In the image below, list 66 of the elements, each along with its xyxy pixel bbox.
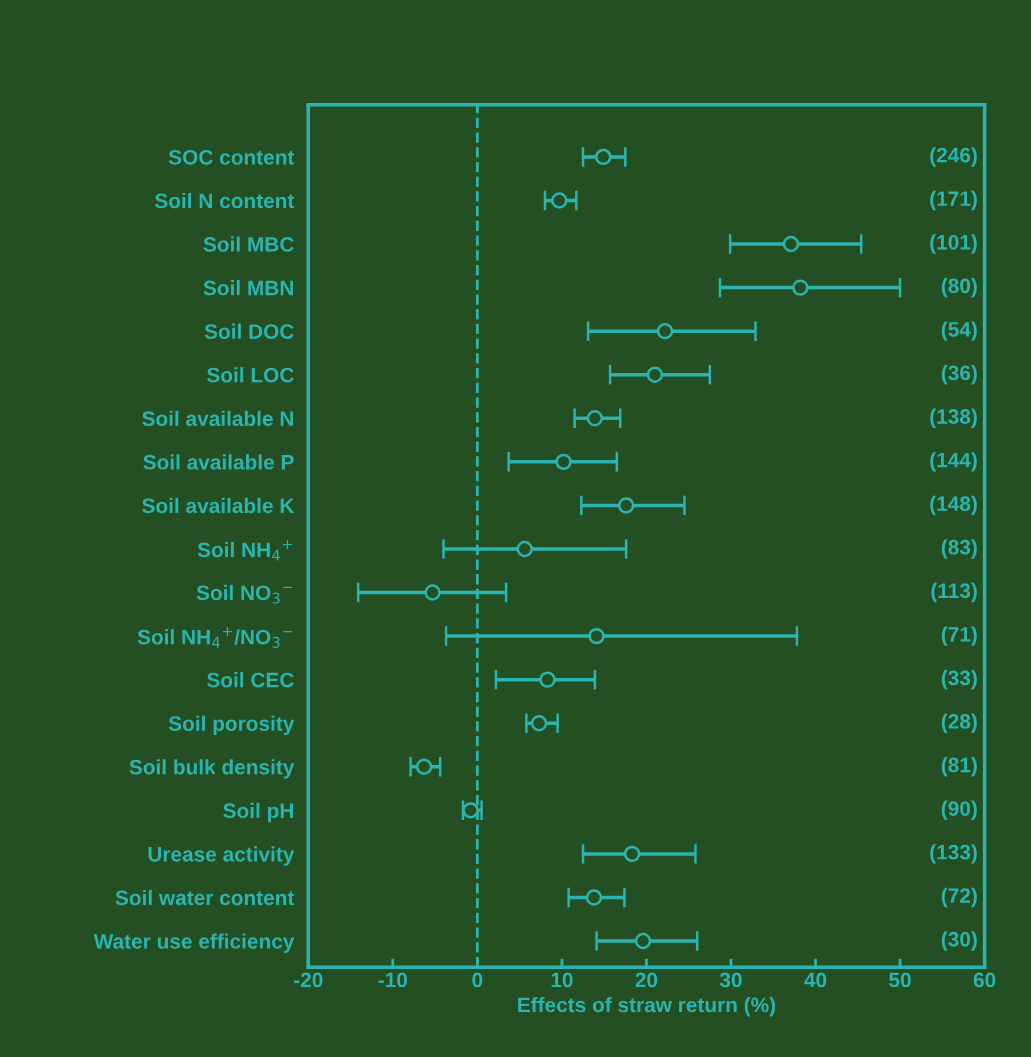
annotation: (33)	[941, 669, 977, 690]
annotation: (72)	[941, 887, 977, 908]
point	[792, 279, 809, 296]
annotation: (81)	[941, 757, 977, 777]
y-tick-label: Soil DOC	[204, 323, 294, 339]
point	[551, 192, 568, 209]
annotation: (138)	[930, 408, 977, 428]
point	[634, 932, 652, 950]
y-tick-label: Soil NH$_{4}$$^{+}$/NO$_{3}$$^{−}$	[137, 627, 293, 648]
annotation: (90)	[941, 800, 977, 821]
point	[617, 497, 635, 514]
annotation: (71)	[941, 626, 977, 646]
point	[585, 889, 603, 906]
annotation: (80)	[941, 277, 977, 298]
x-axis-title: Effects of straw return (%)	[518, 996, 776, 1017]
point	[588, 627, 605, 645]
point	[555, 453, 572, 471]
annotation: (246)	[930, 147, 977, 167]
point	[415, 758, 433, 775]
point	[646, 366, 664, 383]
annotation: (148)	[930, 495, 977, 516]
annotation: (144)	[930, 452, 977, 472]
y-tick-label: Soil NH$_{4}$$^{+}$	[197, 539, 293, 561]
point	[656, 322, 674, 340]
annotation: (36)	[941, 365, 977, 385]
x-tick-label: 20	[635, 972, 658, 988]
annotation: (101)	[930, 234, 977, 254]
annotation: (133)	[930, 844, 977, 864]
point	[595, 148, 612, 166]
y-tick-label: Urease activity	[148, 846, 295, 866]
y-tick-label: Soil bulk density	[129, 759, 295, 779]
x-tick-label: 50	[889, 972, 911, 988]
y-tick-label: Soil available K	[142, 497, 295, 514]
y-tick-label: Soil porosity	[168, 715, 295, 736]
annotation: (83)	[941, 539, 977, 559]
x-tick-label: 0	[472, 972, 483, 988]
y-tick-label: Soil available N	[142, 410, 293, 427]
point	[586, 410, 604, 427]
annotation: (113)	[931, 582, 977, 603]
y-tick-label: Soil MBC	[203, 236, 294, 252]
x-tick-label: 60	[973, 972, 996, 988]
point	[424, 584, 441, 601]
point	[623, 845, 641, 863]
y-tick-label: Soil N content	[154, 192, 295, 209]
y-tick-label: Soil MBN	[203, 280, 293, 296]
y-tick-label: Soil CEC	[207, 672, 294, 688]
x-tick-label: -20	[294, 972, 323, 988]
x-tick-label: 10	[551, 972, 573, 988]
point	[539, 671, 556, 688]
y-tick-label: Soil NO$_{3}$$^{−}$	[196, 584, 293, 604]
annotation: (28)	[941, 713, 977, 733]
y-tick-label: Soil LOC	[207, 367, 294, 383]
x-tick-label: -10	[378, 972, 408, 988]
y-tick-label: Water use efficiency	[93, 933, 295, 953]
point	[530, 715, 548, 732]
annotation: (171)	[930, 190, 977, 211]
point	[782, 235, 800, 253]
annotation: (54)	[941, 321, 977, 341]
x-tick-label: 30	[719, 972, 742, 988]
y-tick-label: Soil available P	[143, 454, 294, 470]
y-tick-label: Soil pH	[223, 802, 293, 823]
y-tick-label: Soil water content	[115, 889, 295, 906]
annotation: (30)	[941, 931, 977, 951]
point	[516, 540, 533, 558]
x-tick-label: 40	[804, 972, 827, 988]
y-tick-label: SOC content	[168, 149, 295, 165]
